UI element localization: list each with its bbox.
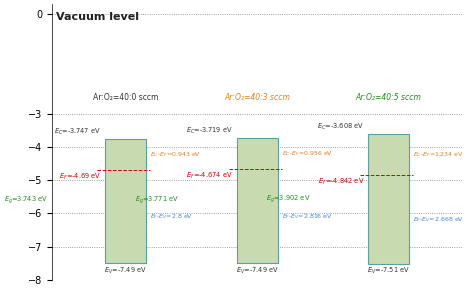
Text: $E_F$-$E_V$=2.8 eV: $E_F$-$E_V$=2.8 eV [150,212,193,221]
Text: $E_C$=-3.608 eV: $E_C$=-3.608 eV [317,122,364,132]
Text: $E_V$=-7.49 eV: $E_V$=-7.49 eV [236,266,279,276]
Text: $E_C$-$E_F$=0.943 eV: $E_C$-$E_F$=0.943 eV [150,150,201,159]
Text: $E_V$=-7.51 eV: $E_V$=-7.51 eV [367,266,410,276]
Text: $E_C$=-3.719 eV: $E_C$=-3.719 eV [186,126,233,136]
Text: $E_F$=-4.674 eV: $E_F$=-4.674 eV [186,171,233,181]
Text: Ar:O₂=40:3 sccm: Ar:O₂=40:3 sccm [224,93,290,102]
FancyBboxPatch shape [105,139,146,263]
Text: $E_C$=-3.747 eV: $E_C$=-3.747 eV [55,127,101,137]
Text: $E_C$-$E_F$=1.234 eV: $E_C$-$E_F$=1.234 eV [413,150,465,159]
FancyBboxPatch shape [237,138,278,263]
Text: $E_F$-$E_V$=2.816 eV: $E_F$-$E_V$=2.816 eV [282,212,333,221]
Text: Ar:O₂=40:5 sccm: Ar:O₂=40:5 sccm [356,93,422,102]
Text: $E_V$=-7.49 eV: $E_V$=-7.49 eV [104,266,147,276]
Text: $E_F$-$E_V$=2.668 eV: $E_F$-$E_V$=2.668 eV [413,215,465,224]
Text: $E_F$=-4.69 eV: $E_F$=-4.69 eV [59,172,101,182]
Text: $E_g$=3.771 eV: $E_g$=3.771 eV [136,195,179,206]
Text: $E_g$=3.902 eV: $E_g$=3.902 eV [266,193,311,204]
FancyBboxPatch shape [368,134,410,264]
Text: $E_F$=-4.842 eV: $E_F$=-4.842 eV [318,177,364,187]
Text: $E_g$=3.743 eV: $E_g$=3.743 eV [4,195,48,206]
Text: $E_C$-$E_F$=0.956 eV: $E_C$-$E_F$=0.956 eV [282,149,333,158]
Text: Ar:O₂=40:0 sccm: Ar:O₂=40:0 sccm [93,93,158,102]
Text: Vacuum level: Vacuum level [56,12,139,22]
